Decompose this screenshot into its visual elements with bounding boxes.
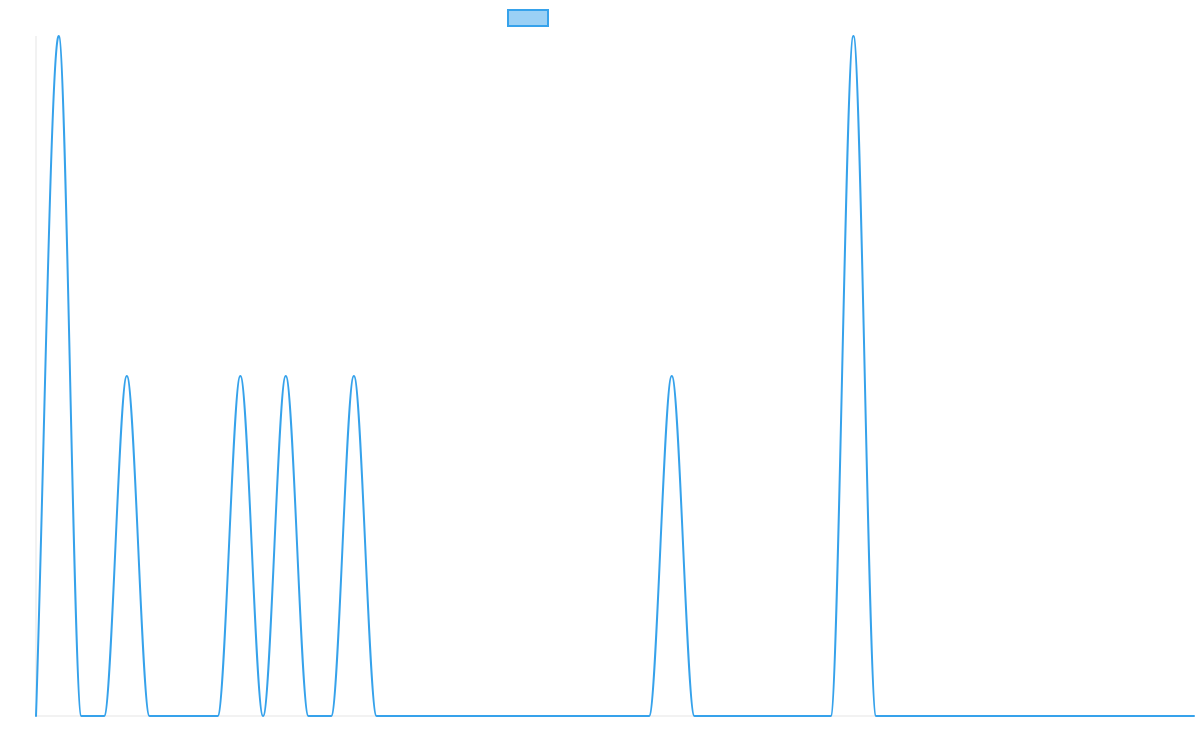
data-point-32[interactable] [760,713,766,719]
data-point-2[interactable] [78,713,84,719]
data-point-26[interactable] [623,713,629,719]
data-point-46[interactable] [1077,713,1083,719]
data-point-33[interactable] [782,713,788,719]
series-line [35,35,1195,717]
data-point-50[interactable] [1168,713,1174,719]
data-point-4[interactable] [124,373,130,379]
data-point-10[interactable] [260,713,266,719]
data-point-49[interactable] [1146,713,1152,719]
data-point-38[interactable] [896,713,902,719]
data-point-3[interactable] [101,713,107,719]
data-point-19[interactable] [464,713,470,719]
data-point-11[interactable] [283,373,289,379]
data-point-7[interactable] [192,713,198,719]
data-point-48[interactable] [1123,713,1129,719]
data-point-39[interactable] [919,713,925,719]
data-point-21[interactable] [510,713,516,719]
data-point-35[interactable] [828,713,834,719]
data-point-8[interactable] [215,713,221,719]
data-point-44[interactable] [1032,713,1038,719]
data-point-29[interactable] [691,713,697,719]
data-point-51[interactable] [1191,713,1197,719]
data-point-36[interactable] [850,33,856,39]
axes [35,36,1194,717]
data-point-41[interactable] [964,713,970,719]
data-point-47[interactable] [1100,713,1106,719]
data-point-17[interactable] [419,713,425,719]
data-point-30[interactable] [714,713,720,719]
data-point-37[interactable] [873,713,879,719]
data-point-42[interactable] [987,713,993,719]
data-point-22[interactable] [533,713,539,719]
data-point-0[interactable] [33,713,39,719]
data-point-15[interactable] [374,713,380,719]
data-point-45[interactable] [1055,713,1061,719]
data-point-28[interactable] [669,373,675,379]
data-point-16[interactable] [396,713,402,719]
data-point-27[interactable] [646,713,652,719]
data-point-23[interactable] [555,713,561,719]
data-point-14[interactable] [351,373,357,379]
data-point-6[interactable] [169,713,175,719]
data-point-40[interactable] [941,713,947,719]
data-point-31[interactable] [737,713,743,719]
data-point-12[interactable] [305,713,311,719]
data-point-9[interactable] [237,373,243,379]
data-point-20[interactable] [487,713,493,719]
data-point-18[interactable] [442,713,448,719]
data-point-43[interactable] [1009,713,1015,719]
data-point-34[interactable] [805,713,811,719]
legend-swatch[interactable] [507,9,549,27]
data-point-1[interactable] [56,33,62,39]
series-layer [33,33,1197,719]
data-point-5[interactable] [147,713,153,719]
data-point-13[interactable] [328,713,334,719]
legend[interactable] [507,9,549,27]
data-point-24[interactable] [578,713,584,719]
data-point-25[interactable] [601,713,607,719]
